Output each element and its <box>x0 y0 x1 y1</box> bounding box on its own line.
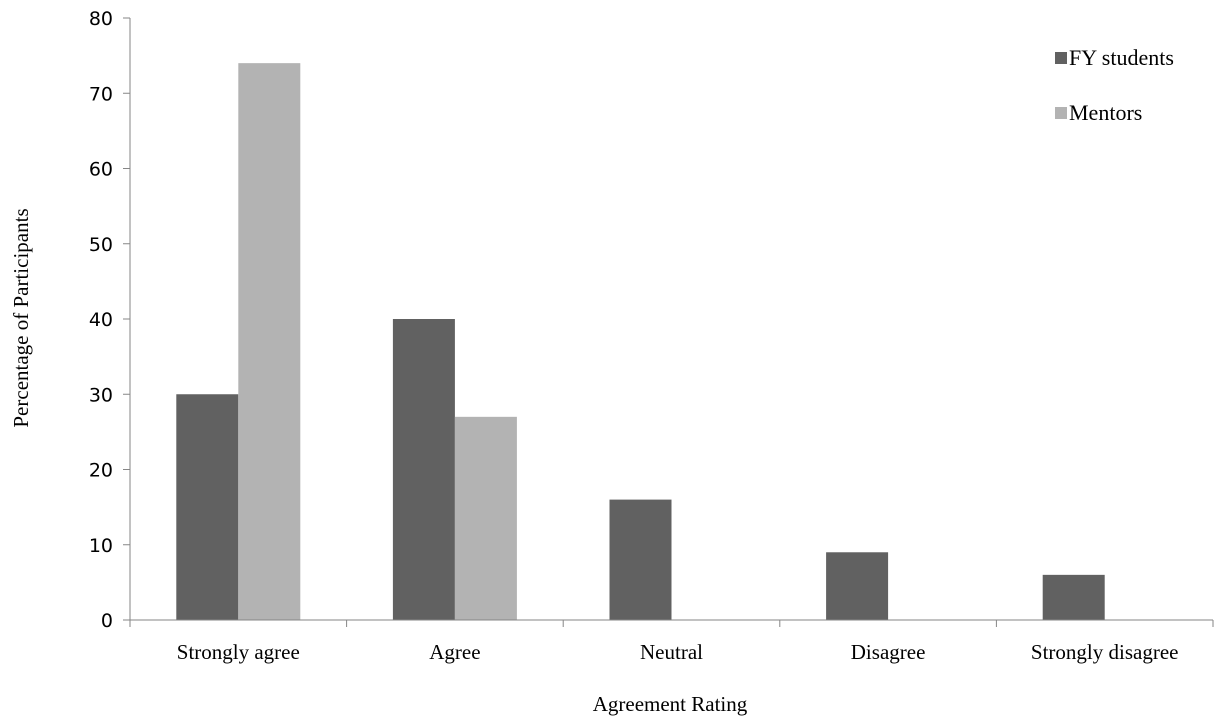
bar-mentors-agree <box>454 416 517 620</box>
bar-fy-students-disagree <box>826 552 889 620</box>
labels-layer: 0 10 20 30 40 50 60 70 80 Strongly agree Agree Neut… <box>89 8 1179 664</box>
x-tick-label: Agree <box>429 640 480 664</box>
bar-fy-students-agree <box>392 319 455 620</box>
x-tick-label: Strongly agree <box>177 640 300 664</box>
legend-swatch-mentors <box>1055 107 1067 119</box>
x-tick-label: Neutral <box>640 640 703 664</box>
bars-layer <box>176 63 1105 620</box>
y-axis-title: Percentage of Participants <box>9 208 33 427</box>
x-tick-label: Strongly disagree <box>1031 640 1179 664</box>
y-tick-label: 20 <box>89 460 113 482</box>
y-tick-label: 50 <box>89 234 113 256</box>
legend-swatch-fy-students <box>1055 52 1067 64</box>
axes-layer <box>123 17 1214 627</box>
x-tick-label: Disagree <box>851 640 926 664</box>
y-tick-label: 60 <box>89 159 113 181</box>
y-tick-label: 80 <box>89 8 113 30</box>
y-tick-label: 30 <box>89 384 113 406</box>
legend: FY students Mentors <box>1055 45 1174 125</box>
bar-fy-students-strongly-disagree <box>1042 574 1105 620</box>
bar-mentors-strongly-agree <box>238 63 301 620</box>
y-tick-label: 40 <box>89 309 113 331</box>
y-tick-label: 70 <box>89 83 113 105</box>
x-axis-title: Agreement Rating <box>593 692 748 716</box>
y-tick-label: 10 <box>89 535 113 557</box>
y-tick-label: 0 <box>101 610 113 632</box>
bar-fy-students-strongly-agree <box>176 394 239 620</box>
bar-fy-students-neutral <box>609 499 672 620</box>
legend-label-mentors: Mentors <box>1069 100 1142 125</box>
legend-label-fy-students: FY students <box>1069 45 1174 70</box>
